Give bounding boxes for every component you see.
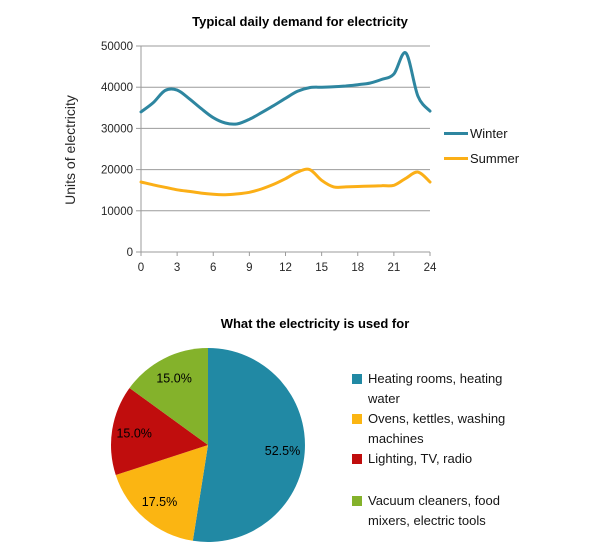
pie-chart-title: What the electricity is used for bbox=[220, 316, 410, 331]
pie-chart-legend: Heating rooms, heating water Ovens, kett… bbox=[352, 369, 524, 531]
winter-line-swatch bbox=[444, 132, 468, 135]
legend-label-winter: Winter bbox=[470, 126, 508, 141]
x-tick-label: 9 bbox=[246, 262, 252, 274]
pie-slice-percent-label: 17.5% bbox=[142, 495, 177, 509]
pie-legend-item-ovens: Ovens, kettles, washing machines bbox=[352, 409, 524, 449]
y-tick-label: 30000 bbox=[101, 123, 133, 135]
y-axis-title: Units of electricity bbox=[62, 95, 78, 205]
pie-legend-item-heating: Heating rooms, heating water bbox=[352, 369, 524, 409]
summer-line-swatch bbox=[444, 157, 468, 160]
x-tick-label: 6 bbox=[210, 262, 216, 274]
summer-series-line bbox=[139, 167, 432, 197]
pie-legend-label-vacuum: Vacuum cleaners, food mixers, electric t… bbox=[368, 493, 500, 528]
x-tick-label: 21 bbox=[387, 262, 400, 274]
y-tick-label: 10000 bbox=[101, 206, 133, 218]
pie-legend-label-ovens: Ovens, kettles, washing machines bbox=[368, 411, 506, 446]
pie-slice-percent-label: 15.0% bbox=[156, 372, 191, 386]
x-tick-label: 0 bbox=[138, 262, 144, 274]
legend-label-summer: Summer bbox=[470, 151, 520, 166]
winter-series-line bbox=[139, 51, 432, 126]
pie-chart-plot: 52.5% 17.5% 15.0% 15.0% bbox=[111, 348, 305, 542]
x-tick-label: 3 bbox=[174, 262, 180, 274]
pie-slice-percent-label: 52.5% bbox=[265, 444, 300, 458]
y-tick-label: 50000 bbox=[101, 41, 133, 53]
line-chart-plot: 0 10000 20000 30000 40000 50000 0 3 6 9 12 15 18 21 24… bbox=[62, 41, 437, 274]
x-tick-label: 15 bbox=[315, 262, 328, 274]
y-tick-label: 40000 bbox=[101, 82, 133, 94]
y-tick-label: 0 bbox=[127, 247, 133, 259]
x-tick-label: 12 bbox=[279, 262, 292, 274]
pie-slice-percent-label: 15.0% bbox=[116, 426, 151, 440]
pie-legend-item-vacuum: Vacuum cleaners, food mixers, electric t… bbox=[352, 491, 524, 531]
pie-legend-item-lighting: Lighting, TV, radio bbox=[352, 449, 524, 469]
line-chart-legend: Winter Summer bbox=[444, 121, 519, 171]
pie-slice-0 bbox=[192, 348, 305, 542]
pie-slice-2 bbox=[111, 387, 208, 475]
x-tick-label: 18 bbox=[351, 262, 364, 274]
vacuum-swatch bbox=[352, 496, 362, 506]
pie-legend-label-lighting: Lighting, TV, radio bbox=[368, 451, 473, 466]
lighting-swatch bbox=[352, 454, 362, 464]
line-chart-title: Typical daily demand for electricity bbox=[192, 14, 408, 29]
y-tick-label: 20000 bbox=[101, 165, 133, 177]
heating-swatch bbox=[352, 374, 362, 384]
pie-slice-3 bbox=[129, 348, 208, 445]
x-tick-label: 24 bbox=[424, 262, 437, 274]
ovens-swatch bbox=[352, 414, 362, 424]
pie-slice-1 bbox=[115, 445, 208, 541]
pie-legend-label-heating: Heating rooms, heating water bbox=[368, 371, 503, 406]
legend-item-summer: Summer bbox=[444, 146, 519, 171]
legend-item-winter: Winter bbox=[444, 121, 519, 146]
